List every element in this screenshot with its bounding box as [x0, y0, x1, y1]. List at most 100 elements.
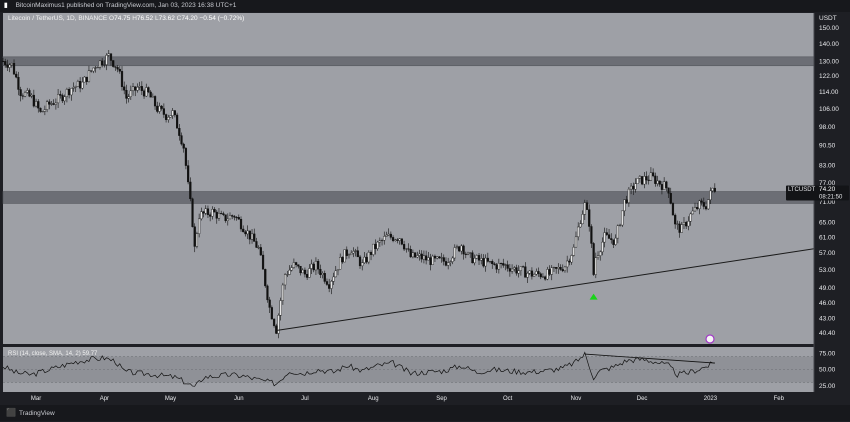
candle-body [563, 266, 567, 272]
candle-body [52, 103, 55, 105]
candle-body [275, 325, 278, 334]
candle-body [204, 208, 207, 214]
x-axis-tick-label: Apr [100, 396, 109, 402]
tradingview-logo-icon[interactable]: ⬛ [6, 408, 16, 417]
candle-body [583, 202, 586, 215]
chart-area[interactable]: USDT 150.00 140.00 130.00 122.00 114.00 106.00… [0, 12, 850, 405]
tradingview-mini-logo-icon: ▮ [4, 2, 8, 9]
candle-body [195, 233, 199, 247]
candle-body [308, 268, 311, 278]
candle-body [105, 55, 108, 65]
candle-body [585, 202, 589, 210]
y-axis-currency-label: USDT [819, 15, 837, 22]
candle-body [19, 89, 22, 96]
y-axis-tick-label: 61.00 [819, 234, 836, 241]
candle-body [202, 211, 205, 214]
candle-body [171, 110, 174, 116]
candle-body [290, 267, 293, 271]
candle-body [711, 187, 714, 192]
candle-body [339, 257, 342, 270]
candle-body [380, 240, 384, 242]
candle-body [198, 218, 201, 234]
candle-body [574, 236, 578, 248]
candle-body [94, 67, 97, 69]
candle-body [15, 73, 18, 78]
candle-body [680, 224, 683, 233]
resistance-zone-2 [2, 191, 815, 204]
candle-body [257, 247, 260, 249]
candle-body [504, 264, 507, 266]
candle-body [693, 207, 697, 212]
candle-body [70, 88, 73, 96]
rsi-line [2, 351, 715, 387]
candle-body [268, 299, 271, 308]
candle-body [365, 256, 368, 263]
candle-body [118, 68, 121, 72]
candle-body [136, 86, 139, 91]
candle-body [440, 257, 443, 259]
bullish-arrow-icon [589, 293, 598, 300]
candle-body [519, 266, 522, 271]
candle-body [537, 271, 540, 274]
candle-body [638, 176, 641, 179]
candle-body [272, 318, 276, 326]
candle-body [636, 178, 639, 184]
ohlc-change-value: −0.54 (−0.72%) [198, 15, 245, 22]
footer-brand[interactable]: TradingView [18, 410, 55, 417]
candle-body [213, 209, 216, 213]
candle-body [458, 246, 461, 252]
candle-body [607, 234, 611, 239]
candle-body [704, 206, 708, 210]
candle-body [323, 273, 326, 282]
y-axis-tick-label: 150.00 [819, 25, 839, 32]
candle-body [566, 260, 569, 268]
y-axis-tick-label: 53.00 [819, 267, 836, 274]
candle-body [345, 249, 348, 256]
candle-body [87, 70, 91, 82]
candle-body [627, 188, 630, 203]
candle-body [30, 94, 33, 97]
candle-body [39, 107, 42, 112]
candle-body [682, 222, 686, 225]
candle-body [376, 241, 379, 249]
candle-body [131, 86, 135, 92]
candle-body [378, 240, 381, 243]
candle-body [306, 273, 309, 278]
candle-body [61, 95, 64, 102]
candle-body [92, 67, 95, 72]
candle-body [612, 239, 615, 245]
candle-body [660, 184, 664, 190]
candle-body [455, 246, 459, 248]
candle-body [709, 190, 712, 201]
candle-body [530, 270, 534, 277]
candle-body [288, 269, 291, 275]
candle-body [499, 263, 503, 265]
candle-body [209, 214, 212, 217]
symbol-legend: Litecoin / TetherUS, 1D, BINANCE O74.75 … [8, 15, 244, 22]
candle-body [317, 260, 320, 270]
candle-body [429, 257, 432, 265]
candle-body [557, 267, 560, 269]
candle-body [568, 260, 571, 263]
candle-body [4, 61, 7, 66]
candle-body [32, 94, 35, 107]
candle-body [187, 165, 190, 183]
y-axis-tick-label: 46.00 [819, 300, 836, 307]
candle-body [427, 257, 430, 261]
x-axis-tick-label: Jun [234, 396, 244, 402]
y-axis-tick-label: 40.40 [819, 330, 836, 337]
candle-body [486, 257, 489, 262]
time-axis-background [0, 392, 850, 405]
candle-body [1, 61, 5, 63]
candle-body [56, 94, 60, 104]
y-axis-tick-label: 83.00 [819, 163, 836, 170]
candle-body [605, 232, 608, 235]
candle-body [134, 86, 137, 91]
candle-body [356, 250, 359, 258]
candle-body [189, 181, 192, 200]
candle-body [343, 249, 346, 263]
y-axis-tick-label: 122.00 [819, 73, 839, 80]
candle-body [277, 315, 280, 334]
candle-body [116, 67, 119, 70]
candle-body [460, 245, 463, 252]
